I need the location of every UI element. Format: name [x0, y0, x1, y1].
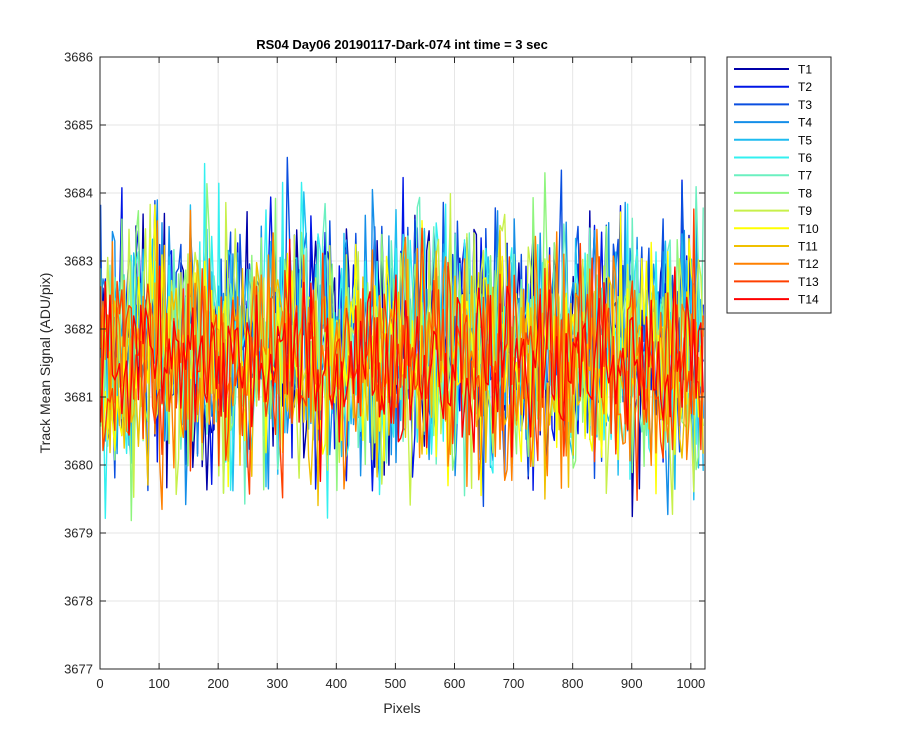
y-tick-label: 3680: [64, 458, 93, 473]
y-tick-label: 3682: [64, 322, 93, 337]
x-tick-label: 0: [96, 676, 103, 691]
legend: T1 T2 T3 T4 T5 T6 T7 T8 T9 T10 T11 T12 T13 T14: [726, 56, 832, 314]
legend-label-t10: T10: [798, 222, 819, 236]
x-tick-label: 500: [385, 676, 407, 691]
legend-label-t8: T8: [798, 186, 812, 200]
y-tick-label: 3681: [64, 390, 93, 405]
chart-title: RS04 Day06 20190117-Dark-074 int time = …: [256, 37, 548, 52]
y-axis-label: Track Mean Signal (ADU/pix): [37, 273, 53, 454]
x-axis-label: Pixels: [383, 700, 420, 716]
legend-label-t2: T2: [798, 80, 812, 94]
y-tick-label: 3678: [64, 594, 93, 609]
legend-label-t12: T12: [798, 257, 819, 271]
legend-label-t9: T9: [798, 204, 812, 218]
plot-frame: [99, 56, 706, 670]
x-tick-label: 700: [503, 676, 525, 691]
x-tick-label: 400: [325, 676, 347, 691]
legend-label-t5: T5: [798, 133, 812, 147]
series-lines: [99, 156, 704, 522]
legend-label-t3: T3: [798, 98, 812, 112]
y-tick-label: 3679: [64, 526, 93, 541]
legend-label-t13: T13: [798, 275, 819, 289]
x-tick-label: 1000: [676, 676, 705, 691]
y-tick-label: 3677: [64, 662, 93, 677]
x-tick-label: 600: [444, 676, 466, 691]
x-tick-label: 800: [562, 676, 584, 691]
axis-ticks: 0 100 200 300 400 500 600 700 800 900 1000 3677 3678…: [64, 50, 705, 692]
x-tick-label: 300: [266, 676, 288, 691]
series-line-t12: [99, 209, 704, 511]
y-tick-label: 3683: [64, 254, 93, 269]
legend-label-t4: T4: [798, 116, 812, 130]
legend-box: [726, 56, 832, 314]
series-line-t14: [99, 238, 704, 482]
y-tick-label: 3685: [64, 118, 93, 133]
legend-label-t14: T14: [798, 293, 819, 307]
y-tick-label: 3684: [64, 186, 93, 201]
y-tick-label: 3686: [64, 50, 93, 65]
legend-label-t1: T1: [798, 63, 812, 77]
legend-label-t11: T11: [798, 240, 818, 254]
x-tick-label: 900: [621, 676, 643, 691]
legend-label-t7: T7: [798, 169, 812, 183]
x-tick-label: 200: [207, 676, 229, 691]
x-tick-label: 100: [148, 676, 170, 691]
legend-label-t6: T6: [798, 151, 812, 165]
